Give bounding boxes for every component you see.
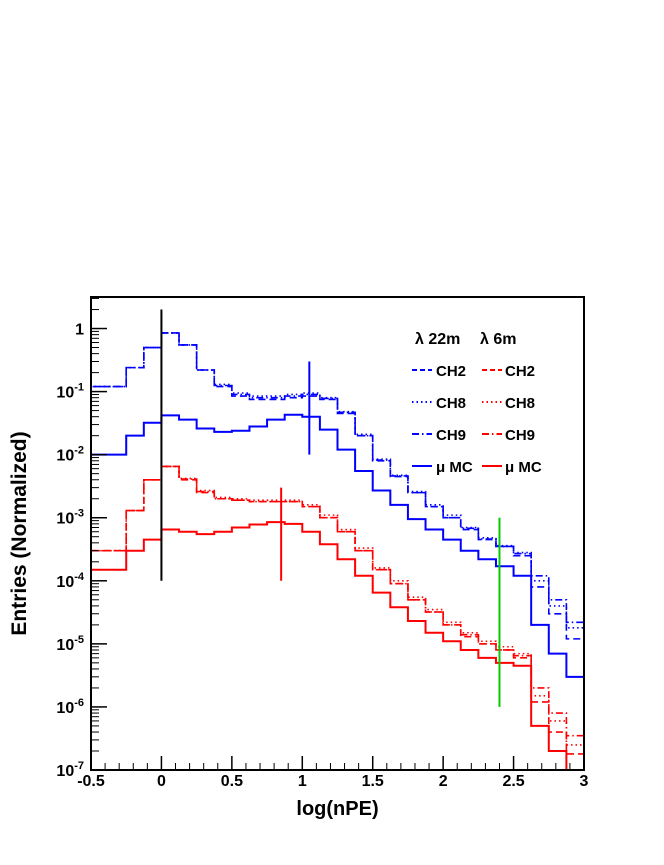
y-tick-label: 10-4 [56,571,84,591]
x-tick-label: 1 [298,773,307,790]
legend-label-left: CH8 [436,395,466,412]
y-tick-label: 10-2 [56,445,84,465]
series-line-3 [90,413,585,770]
y-tick-label: 10-1 [56,382,84,402]
legend-label-left: CH9 [436,427,466,444]
y-tick-label: 10-3 [56,508,84,528]
series-line-2 [90,332,585,770]
y-tick-label: 10-7 [56,760,84,780]
y-tick-label: 10-6 [56,697,84,717]
x-tick-label: 2.5 [502,773,524,790]
series-line-7 [90,521,584,771]
legend-header-right: λ 6m [480,331,516,348]
x-tick-label: 1.5 [362,773,384,790]
marker-lines-group [160,309,501,707]
x-tick-label: -0.5 [77,773,105,790]
legend-label-left: CH2 [436,363,466,380]
y-tick-label: 1 [75,322,84,339]
series-group [90,332,585,771]
x-tick-label: 2 [439,773,448,790]
legend-label-left: μ MC [436,459,473,476]
legend-label-right: CH9 [505,427,535,444]
legend-header-left: λ 22m [415,331,460,348]
x-axis-label: log(nPE) [296,798,378,820]
legend-label-right: μ MC [505,459,542,476]
legend-label-right: CH8 [505,395,535,412]
x-tick-label: 0.5 [221,773,243,790]
plot-frame [90,296,585,771]
legend-label-right: CH2 [505,363,535,380]
legend: λ 22m λ 6m CH2 CH2 CH8 CH8 CH9 CH9 μ MC μ MC [412,331,542,476]
series-line-6 [90,465,585,770]
x-tick-label: 0 [157,773,166,790]
x-tick-label: 3 [580,773,589,790]
y-axis-label: Entries (Normalized) [8,431,31,635]
y-tick-label: 10-5 [56,634,84,654]
axes-group: -0.5 0 0.5 1 1.5 2 2.5 3 1 10-1 10-2 10-3 10-4 10-5 10… [56,297,589,790]
